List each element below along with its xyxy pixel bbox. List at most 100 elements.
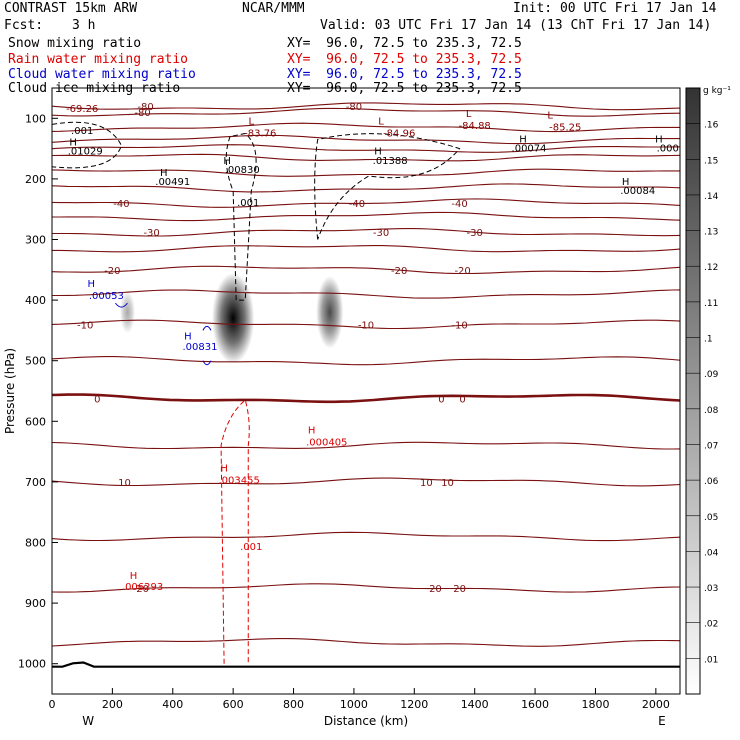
model-label: NCAR/MMM bbox=[242, 1, 305, 16]
colorbar-tick-label: .15 bbox=[704, 156, 718, 166]
isotherm-label: 20 bbox=[136, 584, 149, 595]
extremum-label: .000405 bbox=[306, 438, 347, 449]
isotherm--20 bbox=[52, 265, 680, 275]
isotherm-label: 20 bbox=[429, 584, 442, 595]
isotherm--75 bbox=[52, 107, 680, 117]
extremum-label: .006293 bbox=[122, 582, 163, 593]
y-tick-label: 800 bbox=[25, 537, 46, 550]
plot-frame bbox=[51, 87, 681, 695]
x-tick-label: 1200 bbox=[400, 698, 428, 711]
y-tick-label: 600 bbox=[25, 415, 46, 428]
init-time: Init: 00 UTC Fri 17 Jan 14 bbox=[513, 1, 717, 16]
isotherm-0 bbox=[52, 393, 680, 404]
extremum-label: H bbox=[308, 425, 316, 436]
isotherm-label: -30 bbox=[467, 228, 483, 239]
extremum-label: L bbox=[466, 109, 472, 120]
shaded-mixing-ratio-0 bbox=[212, 272, 255, 364]
extremum-label: .00074 bbox=[512, 144, 547, 155]
isotherm-label: -30 bbox=[143, 228, 159, 239]
colorbar-unit: g kg⁻¹ bbox=[703, 86, 731, 96]
isotherm-label: -80 bbox=[134, 108, 150, 119]
extremum-label: .00491 bbox=[155, 177, 190, 188]
colorbar-tick-label: .11 bbox=[704, 299, 718, 309]
chart-title: CONTRAST 15km ARW bbox=[4, 1, 138, 16]
extremum-label: -69.26 bbox=[66, 104, 98, 115]
isotherm-label: 0 bbox=[459, 394, 465, 405]
x-axis-label: Distance (km) bbox=[324, 714, 408, 728]
extremum-label: H bbox=[160, 168, 168, 179]
legend-cloudwater: Cloud water mixing ratio bbox=[8, 67, 196, 82]
ice-contour-east bbox=[314, 133, 461, 240]
terrain-surface bbox=[52, 661, 680, 668]
forecast-label: Fcst: bbox=[4, 18, 44, 33]
y-tick-label: 300 bbox=[25, 234, 46, 247]
isotherm-label: -20 bbox=[104, 266, 120, 277]
ice-contour-column bbox=[225, 132, 257, 301]
extremum-label: L bbox=[378, 116, 384, 127]
x-tick-label: 1400 bbox=[461, 698, 489, 711]
extremum-label: .001 bbox=[237, 198, 259, 209]
isotherm-label: 10 bbox=[420, 478, 433, 489]
cloud-water-contour bbox=[115, 302, 128, 308]
x-tick-label: 600 bbox=[223, 698, 244, 711]
valid-time: Valid: 03 UTC Fri 17 Jan 14 (13 ChT Fri … bbox=[320, 18, 712, 33]
y-tick-label: 400 bbox=[25, 294, 46, 307]
isotherm-25 bbox=[52, 638, 680, 647]
isotherm-15 bbox=[52, 531, 680, 542]
xsec-cloudice: XY= 96.0, 72.5 to 235.3, 72.5 bbox=[287, 81, 522, 96]
rain-contour-column bbox=[220, 399, 250, 664]
colorbar-tick-label: .16 bbox=[704, 121, 719, 131]
isotherm--25 bbox=[52, 245, 680, 253]
isotherm--35 bbox=[52, 211, 680, 222]
y-tick-label: 200 bbox=[25, 173, 46, 186]
legend-cloudice: Cloud ice mixing ratio bbox=[8, 81, 181, 96]
cloud-water-contour bbox=[202, 325, 212, 366]
extremum-label: H bbox=[130, 571, 138, 582]
extremum-label: L bbox=[248, 116, 254, 127]
extremum-label: -84.88 bbox=[459, 121, 491, 132]
isotherm-label: -40 bbox=[451, 199, 467, 210]
colorbar-tick-label: .06 bbox=[704, 477, 719, 487]
extremum-label: .00053 bbox=[89, 291, 124, 302]
isotherm-10 bbox=[52, 477, 680, 487]
isotherm-label: -80 bbox=[137, 102, 153, 113]
extremum-label: H bbox=[69, 138, 77, 149]
west-label: W bbox=[82, 714, 94, 728]
extremum-label: .00830 bbox=[225, 165, 260, 176]
extremum-label: .00831 bbox=[182, 342, 217, 353]
isotherm-label: -20 bbox=[391, 266, 407, 277]
isotherm--80 bbox=[52, 102, 680, 111]
legend-rain: Rain water mixing ratio bbox=[8, 52, 189, 67]
isotherm-label: 0 bbox=[438, 394, 444, 405]
x-tick-label: 1600 bbox=[521, 698, 549, 711]
isotherm-label: -80 bbox=[346, 102, 362, 113]
isotherm-label: 10 bbox=[441, 478, 454, 489]
colorbar-tick-label: .09 bbox=[704, 370, 719, 380]
colorbar-tick-label: .05 bbox=[704, 513, 718, 523]
extremum-label: .001 bbox=[240, 542, 262, 553]
colorbar-tick-label: .07 bbox=[704, 441, 718, 451]
ice-contour-west bbox=[52, 121, 122, 169]
y-tick-label: 100 bbox=[25, 112, 46, 125]
extremum-label: H bbox=[184, 331, 192, 342]
colorbar-tick-label: .13 bbox=[704, 228, 718, 238]
y-axis-label: Pressure (hPa) bbox=[3, 348, 17, 434]
xsec-snow: XY= 96.0, 72.5 to 235.3, 72.5 bbox=[287, 36, 522, 51]
isotherm-label: -40 bbox=[349, 199, 365, 210]
extremum-label: L bbox=[547, 110, 553, 121]
x-tick-label: 800 bbox=[283, 698, 304, 711]
isotherm-label: -10 bbox=[77, 320, 93, 331]
isotherm--55 bbox=[52, 153, 680, 162]
x-tick-label: 1800 bbox=[581, 698, 609, 711]
isotherm-label: -40 bbox=[113, 199, 129, 210]
isotherm--45 bbox=[52, 183, 680, 193]
x-tick-label: 2000 bbox=[642, 698, 670, 711]
colorbar-tick-label: .01 bbox=[704, 655, 718, 665]
shaded-mixing-ratio-2 bbox=[119, 291, 136, 334]
isotherm--40 bbox=[52, 198, 680, 208]
extremum-label: .00084 bbox=[620, 186, 655, 197]
legend-snow: Snow mixing ratio bbox=[8, 36, 142, 51]
isotherm-label: -30 bbox=[373, 228, 389, 239]
isotherm-label: -20 bbox=[454, 266, 470, 277]
isotherm--30 bbox=[52, 228, 680, 237]
